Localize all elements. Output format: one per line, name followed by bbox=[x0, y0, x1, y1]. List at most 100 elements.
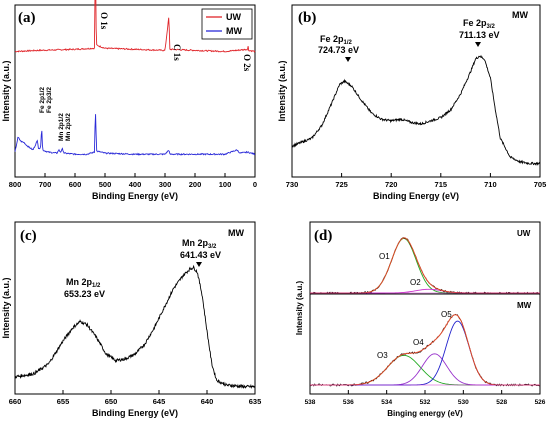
panel-b-series bbox=[291, 54, 541, 166]
x-tick-label: 715 bbox=[435, 180, 448, 189]
x-tick-label: 720 bbox=[385, 180, 398, 189]
mn2p-spectrum-line bbox=[14, 264, 256, 390]
panel-a-ticks: 800 700 600 500 400 300 200 100 0 bbox=[9, 173, 257, 189]
panel-a: (a) Intensity (a.u.) Binding Energy (eV)… bbox=[1, 0, 257, 201]
svg-text:Mn 2p1/2: Mn 2p1/2 bbox=[66, 277, 101, 289]
component-o2 bbox=[310, 288, 540, 294]
annot-d-o3: O3 bbox=[377, 351, 388, 360]
annot-c-mn2p32-arrow bbox=[196, 262, 202, 267]
legend-label-mw: MW bbox=[226, 26, 242, 36]
annot-b-fe2p12-main: Fe 2p bbox=[320, 34, 344, 44]
svg-text:Mn 2p3/2: Mn 2p3/2 bbox=[182, 238, 217, 250]
x-tick-label: 300 bbox=[159, 180, 172, 189]
annot-b-fe2p32-arrow bbox=[475, 42, 481, 47]
panel-b-frame bbox=[291, 4, 541, 178]
annot-c-mn2p32-main: Mn 2p bbox=[182, 238, 209, 248]
annot-c-mn2p12-value: 653.23 eV bbox=[64, 289, 105, 299]
annot-d-o1: O1 bbox=[379, 252, 390, 261]
panel-b-tag: (b) bbox=[298, 10, 316, 26]
svg-text:Fe 2p1/2: Fe 2p1/2 bbox=[320, 34, 353, 46]
x-tick-label: 800 bbox=[9, 180, 22, 189]
x-tick-label: 532 bbox=[420, 399, 431, 406]
x-tick-label: 100 bbox=[219, 180, 232, 189]
annot-c-mn2p32-value: 641.43 eV bbox=[180, 250, 221, 260]
annot-b-fe2p12-value: 724.73 eV bbox=[318, 45, 359, 55]
annot-b-fe2p12-sub: 1/2 bbox=[344, 40, 353, 46]
panel-d-ylabel: Intensity (a.u.) bbox=[295, 281, 304, 336]
component-o1 bbox=[310, 237, 540, 294]
panel-c-tag: (c) bbox=[20, 228, 37, 244]
panel-a-xlabel: Binding Energy (eV) bbox=[92, 191, 178, 201]
panel-a-tag: (a) bbox=[18, 10, 36, 26]
panel-d-xlabel: Binging energy (eV) bbox=[387, 409, 463, 418]
panel-b-ylabel: Intensity (a.u.) bbox=[277, 60, 287, 121]
raw-spectrum-mw bbox=[309, 313, 541, 387]
annot-d-o4: O4 bbox=[413, 338, 424, 347]
annot-c-mn2p32-sub: 3/2 bbox=[208, 244, 217, 250]
x-tick-label: 400 bbox=[129, 180, 142, 189]
panel-c: (c) MW Intensity (a.u.) Binding Energy (… bbox=[1, 221, 261, 418]
series-line-uw bbox=[14, 0, 256, 53]
panel-a-legend: UW MW bbox=[201, 8, 253, 40]
panel-d-frame bbox=[309, 221, 541, 395]
annot-fe2p32: Fe 2p3/2 bbox=[46, 87, 53, 113]
x-tick-label: 650 bbox=[105, 397, 118, 406]
x-tick-label: 705 bbox=[534, 180, 547, 189]
annot-c-mn2p12-sub: 1/2 bbox=[92, 283, 101, 289]
x-tick-label: 526 bbox=[535, 399, 546, 406]
panel-b-xlabel: Binding Energy (eV) bbox=[373, 191, 459, 201]
panel-d: (d) UW MW Intensity (a.u.) Binging energ… bbox=[295, 221, 546, 418]
panel-d-mw-label: MW bbox=[517, 301, 532, 310]
annot-fe2p12: Fe 2p1/2 bbox=[39, 87, 46, 113]
x-tick-label: 500 bbox=[99, 180, 112, 189]
x-tick-label: 0 bbox=[253, 180, 257, 189]
x-tick-label: 655 bbox=[57, 397, 70, 406]
x-tick-label: 710 bbox=[484, 180, 497, 189]
x-tick-label: 534 bbox=[381, 399, 392, 406]
annot-c-mn2p32: Mn 2p3/2 641.43 eV bbox=[180, 238, 221, 267]
panel-d-series bbox=[309, 237, 541, 387]
component-o4 bbox=[310, 353, 540, 386]
panel-c-frame bbox=[14, 221, 256, 395]
x-tick-label: 528 bbox=[496, 399, 507, 406]
panel-c-xlabel: Binding Energy (eV) bbox=[92, 408, 178, 418]
panel-b-corner-label: MW bbox=[512, 10, 528, 20]
x-tick-label: 600 bbox=[69, 180, 82, 189]
annot-b-fe2p12: Fe 2p1/2 724.73 eV bbox=[318, 34, 359, 62]
legend-label-uw: UW bbox=[226, 12, 241, 22]
x-tick-label: 200 bbox=[189, 180, 202, 189]
annot-c-mn2p12-main: Mn 2p bbox=[66, 277, 93, 287]
x-tick-label: 700 bbox=[39, 180, 52, 189]
component-o3 bbox=[310, 354, 540, 386]
annot-mn2p32: Mn 2p3/2 bbox=[65, 113, 72, 141]
annot-b-fe2p32-sub: 3/2 bbox=[487, 24, 496, 30]
panel-b: (b) MW Intensity (a.u.) Binding Energy (… bbox=[277, 4, 547, 201]
x-tick-label: 640 bbox=[201, 397, 214, 406]
annot-c1s: C 1s bbox=[172, 44, 182, 61]
annot-b-fe2p32: Fe 2p3/2 711.13 eV bbox=[459, 18, 500, 47]
panel-d-uw-label: UW bbox=[517, 229, 531, 238]
annot-o1s: O 1s bbox=[99, 12, 109, 30]
component-o5 bbox=[310, 320, 540, 386]
annot-d-o5: O5 bbox=[441, 310, 452, 319]
x-tick-label: 538 bbox=[305, 399, 316, 406]
panel-c-ticks: 660 655 650 645 640 635 bbox=[9, 390, 261, 406]
panel-c-corner-label: MW bbox=[228, 228, 244, 238]
svg-text:Fe 2p3/2: Fe 2p3/2 bbox=[463, 18, 496, 30]
fe2p-spectrum-line bbox=[291, 54, 541, 166]
panel-b-ticks: 730 725 720 715 710 705 bbox=[286, 173, 547, 189]
x-tick-label: 730 bbox=[286, 180, 299, 189]
panel-c-series bbox=[14, 264, 256, 390]
annot-d-o2: O2 bbox=[410, 278, 421, 287]
annot-o2s: O 2s bbox=[242, 54, 252, 72]
panel-d-tag: (d) bbox=[314, 228, 332, 244]
annot-c-mn2p12: Mn 2p1/2 653.23 eV bbox=[64, 277, 105, 299]
panel-d-ticks: 538 536 534 532 530 528 526 bbox=[305, 390, 546, 406]
panel-a-ylabel: Intensity (a.u.) bbox=[1, 60, 11, 121]
x-tick-label: 645 bbox=[153, 397, 166, 406]
x-tick-label: 530 bbox=[458, 399, 469, 406]
annot-b-fe2p32-value: 711.13 eV bbox=[459, 30, 500, 40]
series-line-mw bbox=[14, 114, 256, 156]
panel-a-series bbox=[14, 0, 256, 156]
